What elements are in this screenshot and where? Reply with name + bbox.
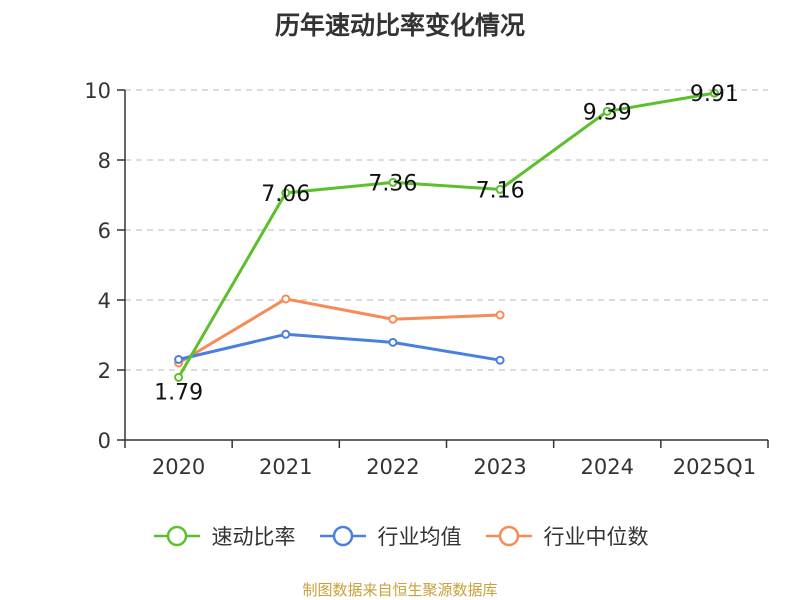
data-point [602,106,612,116]
data-point [281,294,291,304]
data-point [495,184,505,194]
legend-item[interactable]: 行业中位数 [484,521,649,551]
legend-label: 行业均值 [377,525,462,549]
series-line [178,332,501,362]
x-tick-label: 2023 [473,455,526,479]
data-label: 7.16 [476,178,525,203]
y-tick-label: 2 [98,359,111,383]
data-point [388,337,398,347]
data-point [709,88,719,98]
source-note: 制图数据来自恒生聚源数据库 [302,581,498,599]
series-line [177,91,715,379]
legend-marker-icon [485,525,532,547]
data-label: 1.79 [154,380,203,405]
legend-item[interactable]: 行业均值 [318,521,462,551]
x-tick-label: 2022 [366,455,419,479]
legend-marker-icon [319,525,366,547]
data-label: 9.39 [583,100,632,125]
legend-marker-icon [153,525,200,547]
y-tick-label: 6 [98,219,111,243]
x-tick-label: 2025Q1 [673,455,756,479]
data-point [281,188,291,198]
y-tick-label: 10 [84,79,111,103]
grid-lines [125,89,768,371]
legend: 速动比率 行业均值 行业中位数 [0,519,800,553]
series-lines [174,88,719,382]
data-point [174,372,184,382]
data-label: 7.06 [261,182,310,207]
data-point [495,310,505,320]
data-label: 7.36 [368,171,417,196]
axes: 0 2 4 6 8 10 2020 2021 2022 2023 2024 2025Q1 [84,79,769,479]
data-point [174,355,184,364]
data-label: 9.91 [690,82,739,107]
data-point [388,177,398,187]
x-tick-label: 2021 [259,455,312,479]
chart-title: 历年速动比率变化情况 [274,11,525,40]
y-tick-label: 8 [98,149,111,173]
data-point [388,314,398,324]
x-tick-label: 2020 [152,455,205,479]
data-point [281,329,291,339]
legend-label: 行业中位数 [543,525,649,549]
data-labels: 1.79 7.06 7.36 7.16 9.39 9.91 [154,82,739,405]
series-line [177,297,501,365]
y-tick-label: 0 [98,429,111,453]
x-tick-label: 2024 [581,455,634,479]
legend-item[interactable]: 速动比率 [152,521,296,551]
y-tick-label: 4 [98,289,111,313]
legend-label: 速动比率 [211,525,296,549]
data-point [495,355,505,365]
